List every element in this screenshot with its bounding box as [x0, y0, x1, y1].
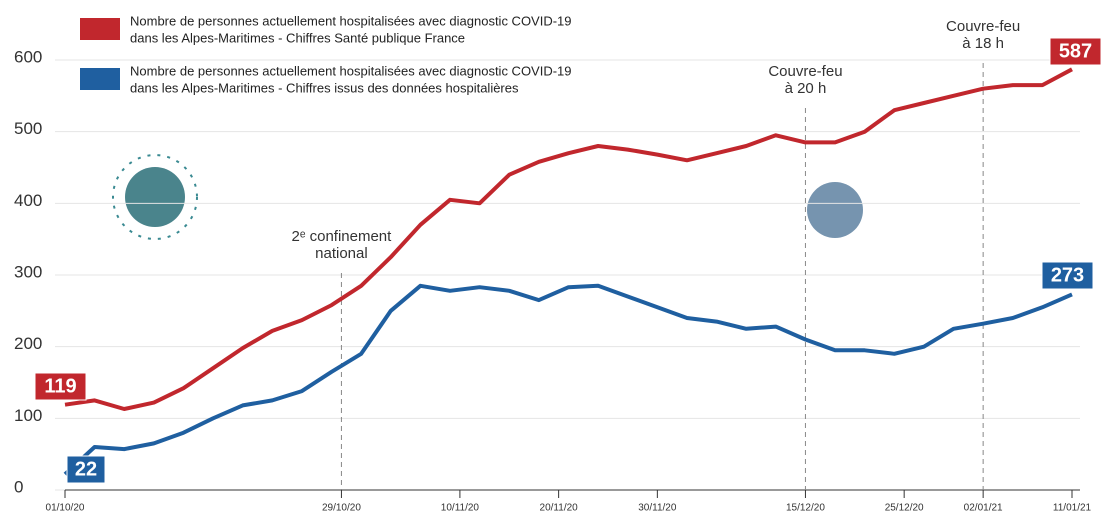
legend-label: dans les Alpes-Maritimes - Chiffres Sant…: [130, 30, 465, 45]
annotation-text: à 20 h: [785, 80, 827, 97]
x-tick-label: 15/12/20: [786, 503, 825, 513]
annotation-text: national: [315, 245, 368, 262]
x-tick-label: 02/01/21: [964, 503, 1003, 513]
x-tick-label: 25/12/20: [885, 503, 924, 513]
y-tick-label: 0: [14, 477, 23, 496]
series-line: [64, 67, 1073, 411]
annotation-text: à 18 h: [962, 35, 1004, 52]
x-tick-label: 30/11/20: [638, 503, 677, 513]
x-tick-label: 11/01/21: [1053, 503, 1092, 513]
y-tick-label: 600: [14, 47, 42, 66]
x-tick-label: 20/11/20: [540, 503, 579, 513]
value-label-box: [1049, 37, 1102, 66]
value-label: 587: [1059, 40, 1092, 62]
value-label-box: [1041, 261, 1094, 290]
virus-icon: [112, 154, 198, 240]
value-label: 22: [75, 458, 97, 480]
legend-swatch: [80, 68, 120, 90]
y-tick-label: 400: [14, 191, 42, 210]
annotation-text: Couvre-feu: [768, 63, 842, 80]
y-tick-label: 300: [14, 262, 42, 281]
legend-label: Nombre de personnes actuellement hospita…: [130, 13, 572, 28]
value-label-box: [34, 372, 87, 401]
y-tick-label: 500: [14, 119, 42, 138]
x-tick-label: 29/10/20: [322, 503, 361, 513]
annotation-text: Couvre-feu: [946, 18, 1020, 35]
legend-swatch: [80, 18, 120, 40]
legend-label: Nombre de personnes actuellement hospita…: [130, 63, 572, 78]
value-label: 119: [44, 375, 76, 397]
value-label-box: [66, 455, 106, 484]
series-line: [63, 283, 1073, 476]
legend-label: dans les Alpes-Maritimes - Chiffres issu…: [130, 80, 519, 95]
value-label: 273: [1051, 264, 1084, 286]
annotation-text: 2ᵉ confinement: [292, 228, 393, 245]
x-tick-label: 10/11/20: [441, 503, 480, 513]
x-tick-label: 01/10/20: [46, 503, 85, 513]
virus-blur: [807, 182, 863, 238]
y-tick-label: 100: [14, 406, 42, 425]
y-tick-label: 200: [14, 334, 42, 353]
